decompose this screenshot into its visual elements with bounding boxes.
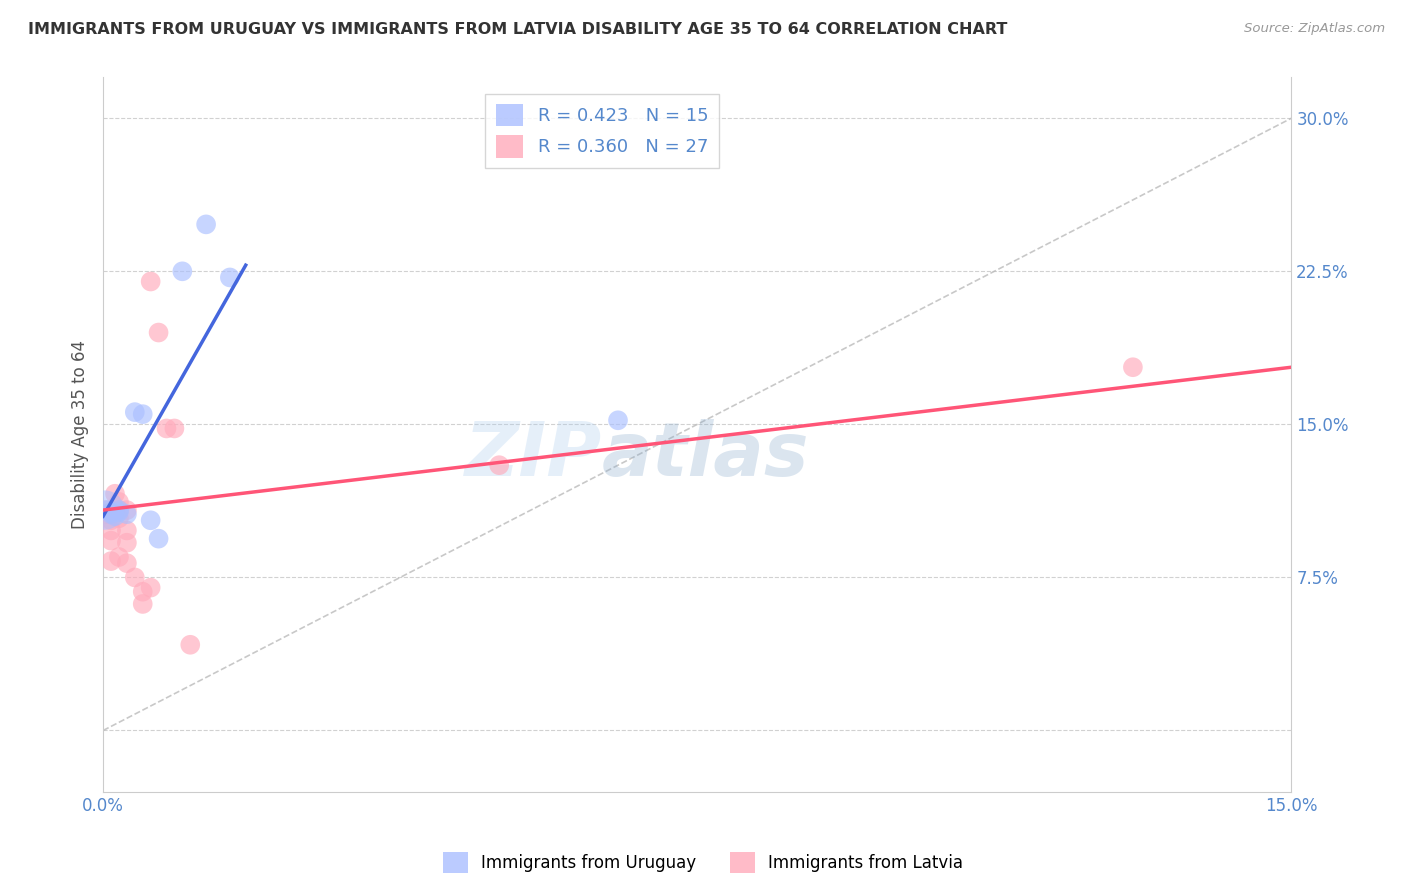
Point [96, 507, 118, 521]
Point [139, 581, 162, 595]
Point [607, 413, 630, 427]
Point [100, 513, 122, 527]
Point [115, 535, 138, 549]
Point [139, 275, 162, 289]
Point [139, 513, 162, 527]
Y-axis label: Disability Age 35 to 64: Disability Age 35 to 64 [72, 340, 89, 529]
Text: ZIP: ZIP [465, 419, 602, 492]
Point [115, 507, 138, 521]
Point [108, 505, 131, 519]
Point [195, 218, 218, 232]
Point [108, 503, 131, 517]
Legend: Immigrants from Uruguay, Immigrants from Latvia: Immigrants from Uruguay, Immigrants from… [436, 846, 970, 880]
Text: atlas: atlas [602, 419, 810, 492]
Point [488, 458, 510, 473]
Point [100, 554, 122, 568]
Point [100, 507, 122, 521]
Point [148, 532, 170, 546]
Point [115, 524, 138, 538]
Point [155, 421, 177, 435]
Point [104, 487, 127, 501]
Point [93, 503, 115, 517]
Point [115, 556, 138, 570]
Point [132, 407, 155, 421]
Point [124, 570, 146, 584]
Legend: R = 0.423   N = 15, R = 0.360   N = 27: R = 0.423 N = 15, R = 0.360 N = 27 [485, 94, 718, 169]
Text: Source: ZipAtlas.com: Source: ZipAtlas.com [1244, 22, 1385, 36]
Point [132, 597, 155, 611]
Text: IMMIGRANTS FROM URUGUAY VS IMMIGRANTS FROM LATVIA DISABILITY AGE 35 TO 64 CORREL: IMMIGRANTS FROM URUGUAY VS IMMIGRANTS FR… [28, 22, 1008, 37]
Point [115, 503, 138, 517]
Point [218, 270, 240, 285]
Point [172, 264, 194, 278]
Point [148, 326, 170, 340]
Point [124, 405, 146, 419]
Point [100, 505, 122, 519]
Point [108, 495, 131, 509]
Point [108, 511, 131, 525]
Point [104, 509, 127, 524]
Point [100, 505, 122, 519]
Point [94, 503, 117, 517]
Point [163, 421, 186, 435]
Point [108, 503, 131, 517]
Point [108, 549, 131, 564]
Point [96, 503, 118, 517]
Point [132, 584, 155, 599]
Point [1122, 360, 1144, 375]
Point [100, 524, 122, 538]
Point [179, 638, 201, 652]
Point [100, 533, 122, 548]
